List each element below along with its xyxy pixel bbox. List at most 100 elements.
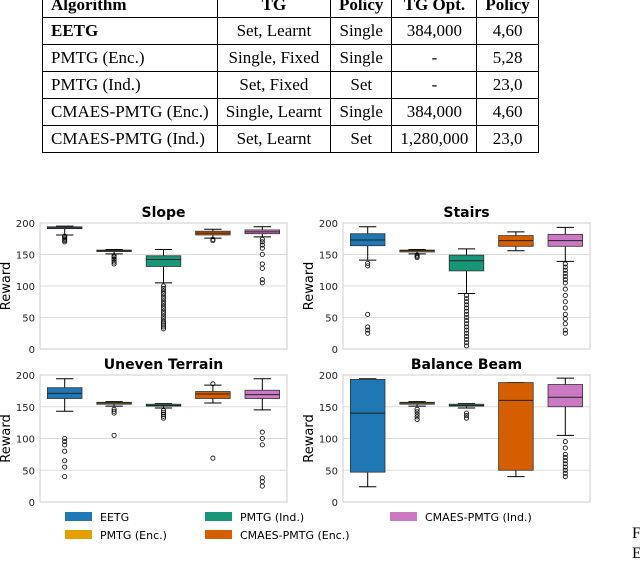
y-tick-label: 50 bbox=[325, 314, 338, 325]
table-cell: PMTG (Enc.) bbox=[42, 44, 218, 72]
table-cell: 1,280,000 bbox=[391, 125, 478, 153]
table-cell: Set bbox=[330, 71, 393, 99]
legend-entry: PMTG (Enc.) bbox=[65, 529, 167, 542]
box bbox=[145, 248, 182, 332]
box-iqr bbox=[350, 379, 386, 473]
outlier-point bbox=[160, 298, 166, 304]
y-tick-label: 200 bbox=[319, 219, 338, 230]
y-tick-label: 100 bbox=[16, 282, 35, 293]
box-plot-panel: 0 50 100 150 200 Uneven Terrain Reward bbox=[0, 357, 288, 509]
table-header-cell: Policy bbox=[330, 0, 393, 18]
y-tick-label: 150 bbox=[16, 403, 35, 414]
table-cell: PMTG (Ind.) bbox=[42, 71, 218, 99]
legend-swatch bbox=[65, 530, 92, 539]
box-iqr bbox=[498, 382, 534, 471]
outlier-point bbox=[562, 280, 568, 286]
y-axis-label: Reward bbox=[302, 262, 317, 310]
plot-frame bbox=[342, 222, 591, 350]
results-table: Algorithm TG Policy TG Opt. Policy EETG … bbox=[42, 0, 539, 153]
plot-frame bbox=[39, 374, 288, 503]
outlier-point bbox=[111, 406, 117, 412]
outlier-point bbox=[259, 475, 265, 481]
table-cell: Single bbox=[330, 98, 393, 126]
side-caption-line: E bbox=[632, 545, 640, 562]
box-iqr bbox=[547, 384, 583, 408]
outlier-point bbox=[259, 429, 265, 435]
y-tick-label: 150 bbox=[319, 251, 338, 262]
outlier-point bbox=[463, 318, 469, 324]
outlier-point bbox=[463, 296, 469, 302]
y-tick-label: 50 bbox=[22, 466, 35, 477]
outlier-point bbox=[562, 286, 568, 292]
outlier-point bbox=[562, 439, 568, 445]
box bbox=[195, 381, 231, 461]
outlier-point bbox=[111, 261, 117, 267]
outlier-point bbox=[160, 291, 166, 297]
legend-entry: CMAES-PMTG (Ind.) bbox=[390, 511, 532, 524]
y-tick-label: 100 bbox=[319, 282, 338, 293]
outlier-point bbox=[160, 313, 166, 319]
outlier-point bbox=[62, 448, 68, 454]
outlier-point bbox=[365, 330, 371, 336]
box-plot-panel: 0 50 100 150 200 Slope Reward bbox=[0, 205, 288, 356]
table-header-cell: TG bbox=[216, 0, 332, 18]
outlier-point bbox=[562, 330, 568, 336]
outlier-point bbox=[414, 416, 420, 422]
outlier-point bbox=[259, 261, 265, 267]
outlier-point bbox=[562, 277, 568, 283]
box bbox=[498, 382, 534, 478]
outlier-point bbox=[365, 327, 371, 333]
legend-swatch bbox=[390, 512, 417, 521]
legend-swatch bbox=[205, 512, 232, 521]
legend-label: PMTG (Ind.) bbox=[240, 511, 304, 524]
outlier-point bbox=[562, 455, 568, 461]
outlier-point bbox=[414, 252, 420, 258]
outlier-point bbox=[562, 464, 568, 470]
y-axis-label: Reward bbox=[0, 262, 14, 310]
outlier-point bbox=[160, 326, 166, 332]
legend-entry: CMAES-PMTG (Enc.) bbox=[205, 529, 350, 542]
outlier-point bbox=[111, 408, 117, 414]
table-header-cell: TG Opt. bbox=[391, 0, 478, 18]
chart-title: Stairs bbox=[443, 205, 489, 221]
y-axis-label: Reward bbox=[0, 414, 14, 462]
y-axis-label: Reward bbox=[302, 414, 317, 462]
legend-entry: PMTG (Ind.) bbox=[205, 511, 304, 524]
outlier-point bbox=[463, 315, 469, 321]
outlier-point bbox=[463, 302, 469, 308]
outlier-point bbox=[160, 322, 166, 328]
box bbox=[195, 228, 231, 244]
outlier-point bbox=[463, 415, 469, 421]
box bbox=[350, 378, 386, 488]
box bbox=[47, 378, 83, 480]
outlier-point bbox=[160, 409, 166, 415]
outlier-point bbox=[160, 283, 166, 289]
outlier-point bbox=[259, 435, 265, 441]
outlier-point bbox=[160, 311, 166, 317]
outlier-point bbox=[562, 467, 568, 473]
y-tick-label: 200 bbox=[16, 371, 35, 382]
outlier-point bbox=[111, 432, 117, 438]
outlier-point bbox=[562, 267, 568, 273]
y-tick-label: 100 bbox=[319, 435, 338, 446]
plot-frame bbox=[342, 374, 591, 503]
outlier-point bbox=[259, 280, 265, 286]
legend-swatch bbox=[205, 530, 232, 539]
legend-label: CMAES-PMTG (Ind.) bbox=[425, 511, 532, 524]
table-cell: Single bbox=[330, 44, 393, 72]
box bbox=[244, 378, 280, 489]
y-tick-label: 0 bbox=[29, 345, 35, 356]
outlier-point bbox=[111, 256, 117, 262]
outlier-point bbox=[160, 301, 166, 307]
outlier-point bbox=[160, 286, 166, 292]
outlier-point bbox=[562, 264, 568, 270]
side-caption: F E bbox=[632, 524, 640, 564]
outlier-point bbox=[562, 451, 568, 457]
box bbox=[96, 248, 132, 267]
box bbox=[547, 226, 583, 336]
outlier-point bbox=[365, 324, 371, 330]
outlier-point bbox=[365, 260, 371, 266]
y-tick-label: 0 bbox=[29, 498, 35, 509]
chart-title: Uneven Terrain bbox=[104, 357, 224, 373]
outlier-point bbox=[62, 474, 68, 480]
